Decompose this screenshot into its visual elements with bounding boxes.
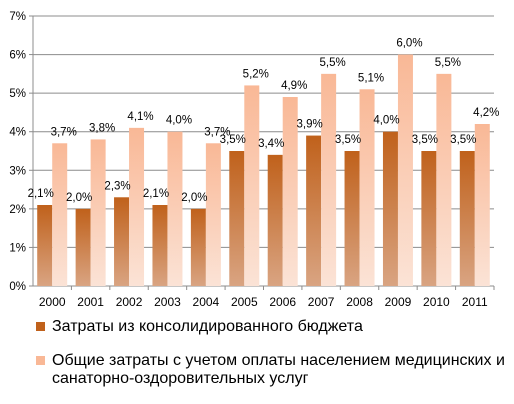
bar-series-1-2008 [344, 151, 360, 286]
data-label-series-1-2003: 2,1% [143, 188, 169, 200]
bar-series-2-2010 [436, 73, 452, 286]
x-tick-label: 2009 [385, 295, 412, 309]
data-label-series-1-2004: 2,0% [181, 192, 207, 204]
data-label-series-2-2000: 3,7% [51, 126, 77, 138]
bar-series-2-2006 [282, 97, 298, 286]
bars [37, 54, 490, 287]
bar-series-2-2001 [90, 139, 106, 286]
x-tick-label: 2008 [346, 295, 373, 309]
legend-label-series-2: Общие затраты с учетом оплаты населением… [52, 352, 505, 387]
data-label-series-2-2009: 6,0% [396, 38, 422, 50]
x-tick-label: 2001 [77, 295, 104, 309]
data-label-series-2-2001: 3,8% [89, 122, 115, 134]
x-tick-label: 2005 [231, 295, 258, 309]
bar-series-1-2000 [37, 205, 53, 286]
x-tick-label: 2010 [423, 295, 450, 309]
bar-series-2-2008 [359, 89, 375, 287]
bar-series-2-2004 [205, 143, 221, 286]
data-label-series-1-2002: 2,3% [104, 180, 130, 192]
axes: 0% 1% 2% 3% 4% 5% 6% 7% 2000 2001 2002 2003 2004 2005… [9, 11, 495, 309]
legend-item-series-1: Затраты из консолидированного бюджета [28, 318, 514, 336]
y-tick-label: 7% [9, 11, 26, 23]
data-label-series-1-2008: 3,5% [335, 134, 361, 146]
y-tick-label: 3% [9, 165, 26, 177]
y-tick-label: 0% [9, 281, 26, 293]
data-label-series-2-2004: 3,7% [204, 126, 230, 138]
bar-series-2-2009 [397, 54, 413, 287]
data-label-series-1-2006: 3,4% [258, 138, 284, 150]
bar-series-1-2007 [306, 135, 322, 286]
bar-series-2-2002 [129, 127, 145, 286]
bar-series-2-2003 [167, 131, 183, 286]
bar-series-1-2003 [152, 205, 168, 286]
y-tick-label: 4% [9, 127, 26, 139]
x-tick-label: 2006 [269, 295, 296, 309]
bar-series-1-2002 [114, 197, 130, 286]
bar-series-1-2010 [421, 151, 437, 286]
legend-swatch-series-2 [36, 356, 45, 365]
bar-series-2-2011 [474, 124, 490, 286]
x-tick-label: 2007 [308, 295, 335, 309]
legend-swatch-series-1 [36, 322, 45, 331]
data-label-series-1-2000: 2,1% [28, 188, 54, 200]
data-label-series-2-2010: 5,5% [435, 57, 461, 69]
data-label-series-1-2005: 3,5% [220, 134, 246, 146]
x-tick-label: 2002 [116, 295, 143, 309]
y-tick-label: 6% [9, 50, 26, 62]
legend-label-series-1: Затраты из консолидированного бюджета [52, 318, 363, 335]
bar-series-1-2004 [190, 208, 206, 286]
data-label-series-2-2006: 4,9% [281, 80, 307, 92]
data-label-series-2-2003: 4,0% [166, 115, 192, 127]
y-tick-label: 5% [9, 88, 26, 100]
data-label-series-1-2001: 2,0% [66, 192, 92, 204]
x-tick-label: 2004 [193, 295, 220, 309]
data-label-series-1-2007: 3,9% [297, 119, 323, 131]
legend-item-series-2: Общие затраты с учетом оплаты населением… [28, 352, 514, 388]
data-label-series-2-2007: 5,5% [320, 57, 346, 69]
bar-series-2-2005 [244, 85, 260, 286]
data-label-series-2-2005: 5,2% [243, 68, 269, 80]
data-label-series-1-2010: 3,5% [412, 134, 438, 146]
data-label-series-1-2009: 4,0% [373, 115, 399, 127]
data-label-series-2-2011: 4,2% [473, 107, 499, 119]
x-tick-label: 2011 [462, 295, 488, 309]
data-label-series-1-2011: 3,5% [450, 134, 476, 146]
bar-series-1-2006 [267, 154, 283, 286]
bar-series-2-2007 [321, 73, 337, 286]
data-label-series-2-2002: 4,1% [127, 111, 153, 123]
bar-series-1-2001 [75, 208, 91, 286]
bar-series-2-2000 [52, 143, 68, 286]
bar-series-1-2005 [229, 151, 245, 286]
bar-series-1-2011 [459, 151, 475, 286]
y-tick-label: 2% [9, 204, 26, 216]
data-labels: 2,1% 3,7% 2,0% 3,8% 2,3% 4,1% 2,1% 4,0% 2,0% 3,7%… [28, 38, 500, 204]
x-tick-label: 2003 [154, 295, 181, 309]
bar-series-1-2009 [382, 131, 398, 286]
data-label-series-2-2008: 5,1% [358, 72, 384, 84]
y-tick-label: 1% [9, 242, 26, 254]
x-tick-label: 2000 [39, 295, 66, 309]
gridlines [33, 15, 494, 248]
